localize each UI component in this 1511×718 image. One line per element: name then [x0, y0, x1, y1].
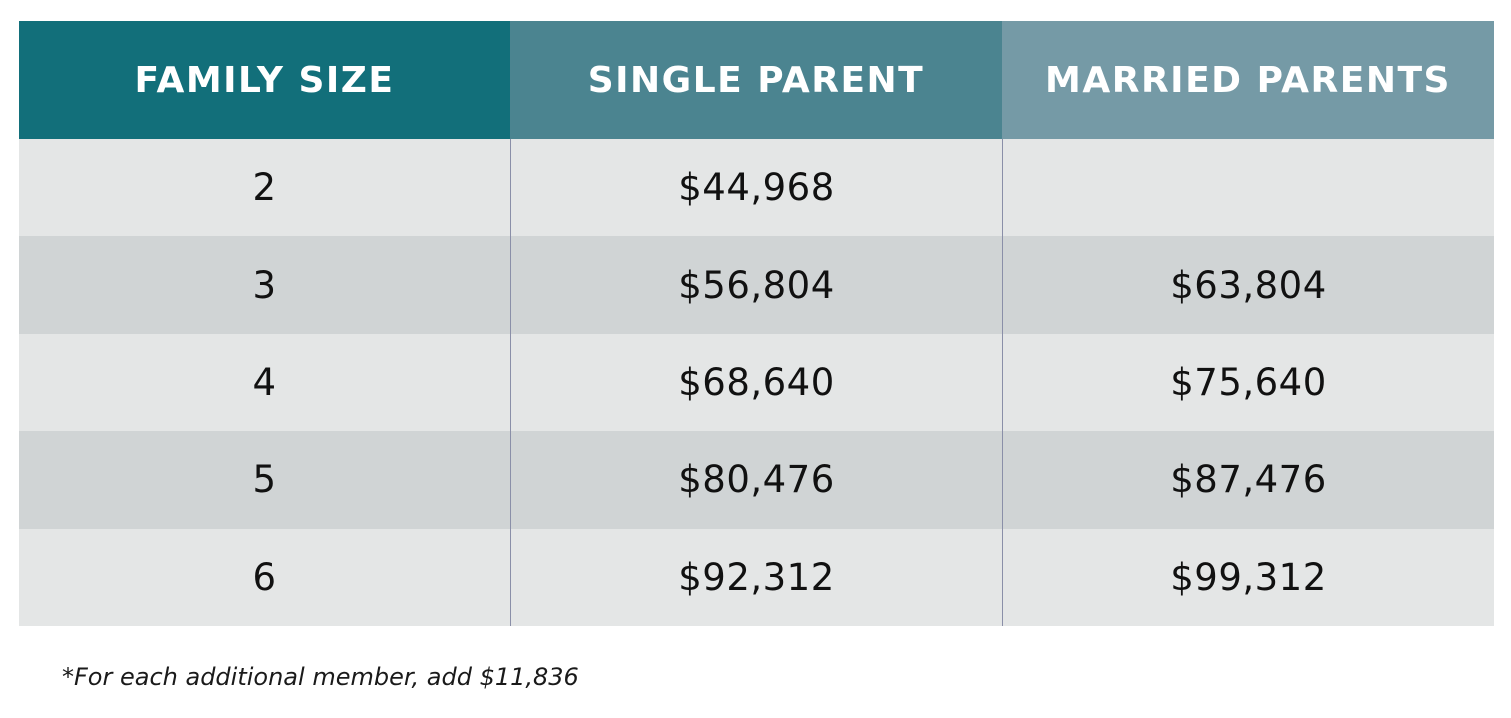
cell-married-parents: $63,804 — [1002, 236, 1494, 334]
header-single-parent-label: SINGLE PARENT — [587, 59, 925, 101]
married-parents-value: $63,804 — [1170, 263, 1327, 307]
single-parent-value: $68,640 — [678, 360, 835, 404]
family-size-value: 3 — [252, 263, 277, 307]
income-table: FAMILY SIZE SINGLE PARENT MARRIED PARENT… — [19, 21, 1494, 626]
cell-family-size: 5 — [19, 431, 510, 529]
single-parent-value: $44,968 — [678, 166, 835, 210]
married-parents-value: $99,312 — [1170, 555, 1327, 599]
cell-family-size: 3 — [19, 236, 510, 334]
cell-family-size: 4 — [19, 333, 510, 432]
cell-single-parent: $80,476 — [510, 431, 1002, 529]
cell-single-parent: $56,804 — [510, 236, 1002, 334]
cell-married-parents: $87,476 — [1002, 431, 1494, 529]
table-header-row: FAMILY SIZE SINGLE PARENT MARRIED PARENT… — [19, 21, 1494, 139]
single-parent-value: $56,804 — [678, 263, 835, 307]
table-row: 4 $68,640 $75,640 — [19, 333, 1494, 432]
header-family-size: FAMILY SIZE — [19, 21, 510, 139]
table-row: 3 $56,804 $63,804 — [19, 236, 1494, 334]
table-row: 2 $44,968 — [19, 139, 1494, 237]
cell-family-size: 2 — [19, 139, 510, 237]
family-size-value: 5 — [252, 458, 277, 502]
cell-married-parents — [1002, 139, 1494, 237]
header-family-size-label: FAMILY SIZE — [134, 59, 395, 101]
cell-single-parent: $44,968 — [510, 139, 1002, 237]
single-parent-value: $92,312 — [678, 555, 835, 599]
footnote: *For each additional member, add $11,836 — [62, 663, 579, 691]
cell-family-size: 6 — [19, 528, 510, 626]
family-size-value: 2 — [252, 166, 277, 210]
married-parents-value: $87,476 — [1170, 458, 1327, 502]
header-married-parents: MARRIED PARENTS — [1002, 21, 1494, 139]
header-single-parent: SINGLE PARENT — [510, 21, 1002, 139]
family-size-value: 6 — [252, 555, 277, 599]
table-row: 5 $80,476 $87,476 — [19, 431, 1494, 529]
table-row: 6 $92,312 $99,312 — [19, 528, 1494, 626]
cell-single-parent: $68,640 — [510, 333, 1002, 432]
cell-married-parents: $99,312 — [1002, 528, 1494, 626]
family-size-value: 4 — [252, 360, 277, 404]
cell-married-parents: $75,640 — [1002, 333, 1494, 432]
cell-single-parent: $92,312 — [510, 528, 1002, 626]
header-married-parents-label: MARRIED PARENTS — [1045, 59, 1451, 101]
married-parents-value: $75,640 — [1170, 360, 1327, 404]
single-parent-value: $80,476 — [678, 458, 835, 502]
